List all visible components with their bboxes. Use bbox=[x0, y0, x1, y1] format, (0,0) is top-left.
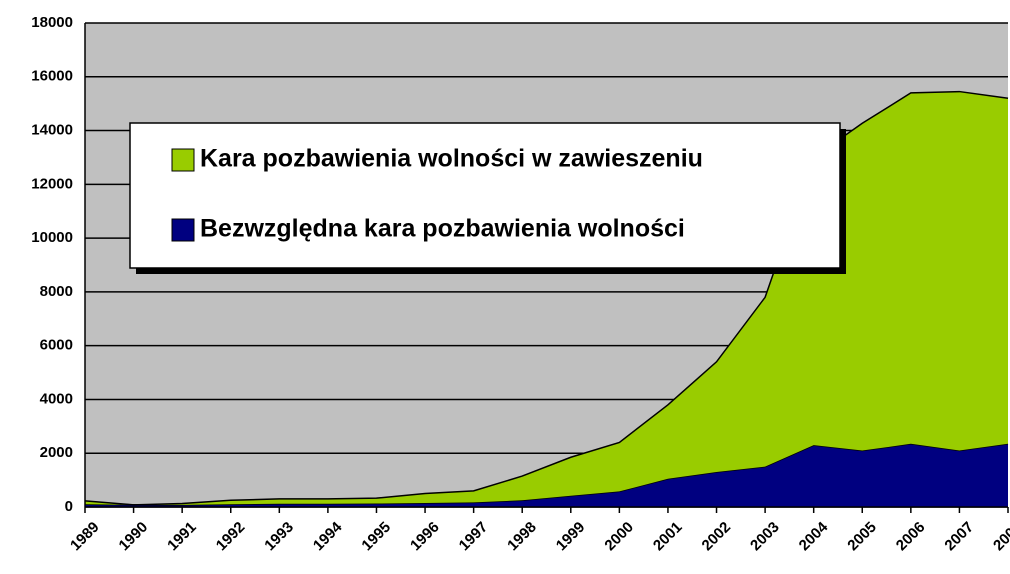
x-tick-label: 1991 bbox=[164, 519, 200, 555]
x-tick-label: 2008 bbox=[990, 519, 1010, 555]
x-tick-label: 2005 bbox=[844, 519, 880, 555]
x-tick-label: 2004 bbox=[796, 518, 832, 554]
y-tick-label: 8000 bbox=[40, 283, 73, 300]
legend bbox=[129, 122, 841, 269]
y-tick-label: 4000 bbox=[40, 390, 73, 407]
y-tick-label: 0 bbox=[65, 498, 73, 515]
x-tick-label: 2006 bbox=[893, 519, 929, 555]
y-tick-label: 14000 bbox=[31, 122, 73, 139]
x-tick-label: 1993 bbox=[261, 519, 297, 555]
x-tick-label: 1995 bbox=[358, 519, 394, 555]
x-tick-label: 1992 bbox=[213, 519, 249, 555]
legend-label: Kara pozbawienia wolności w zawieszeniu bbox=[200, 145, 703, 173]
legend-swatch bbox=[171, 148, 195, 172]
y-tick-label: 6000 bbox=[40, 337, 73, 354]
area bbox=[85, 443, 1008, 507]
y-tick-label: 18000 bbox=[31, 14, 73, 31]
area bbox=[85, 91, 1008, 505]
x-tick-label: 1990 bbox=[116, 519, 152, 555]
y-tick-label: 2000 bbox=[40, 444, 73, 461]
legend-label: Bezwzględna kara pozbawienia wolności bbox=[200, 215, 685, 243]
x-tick-label: 2002 bbox=[699, 519, 735, 555]
x-tick-label: 1989 bbox=[67, 519, 103, 555]
y-tick-label: 16000 bbox=[31, 68, 73, 85]
x-tick-label: 1997 bbox=[456, 519, 492, 555]
x-tick-label: 2001 bbox=[650, 519, 686, 555]
x-tick-label: 1996 bbox=[407, 519, 443, 555]
area-line bbox=[84, 90, 1009, 506]
y-tick-label: 12000 bbox=[31, 175, 73, 192]
legend-swatch bbox=[171, 218, 195, 242]
x-tick-label: 2007 bbox=[941, 519, 977, 555]
x-tick-label: 2003 bbox=[747, 519, 783, 555]
x-tick-label: 2000 bbox=[601, 519, 637, 555]
x-tick-label: 1998 bbox=[504, 519, 540, 555]
y-tick-label: 10000 bbox=[31, 229, 73, 246]
x-tick-label: 1994 bbox=[310, 518, 346, 554]
x-tick-label: 1999 bbox=[553, 519, 589, 555]
